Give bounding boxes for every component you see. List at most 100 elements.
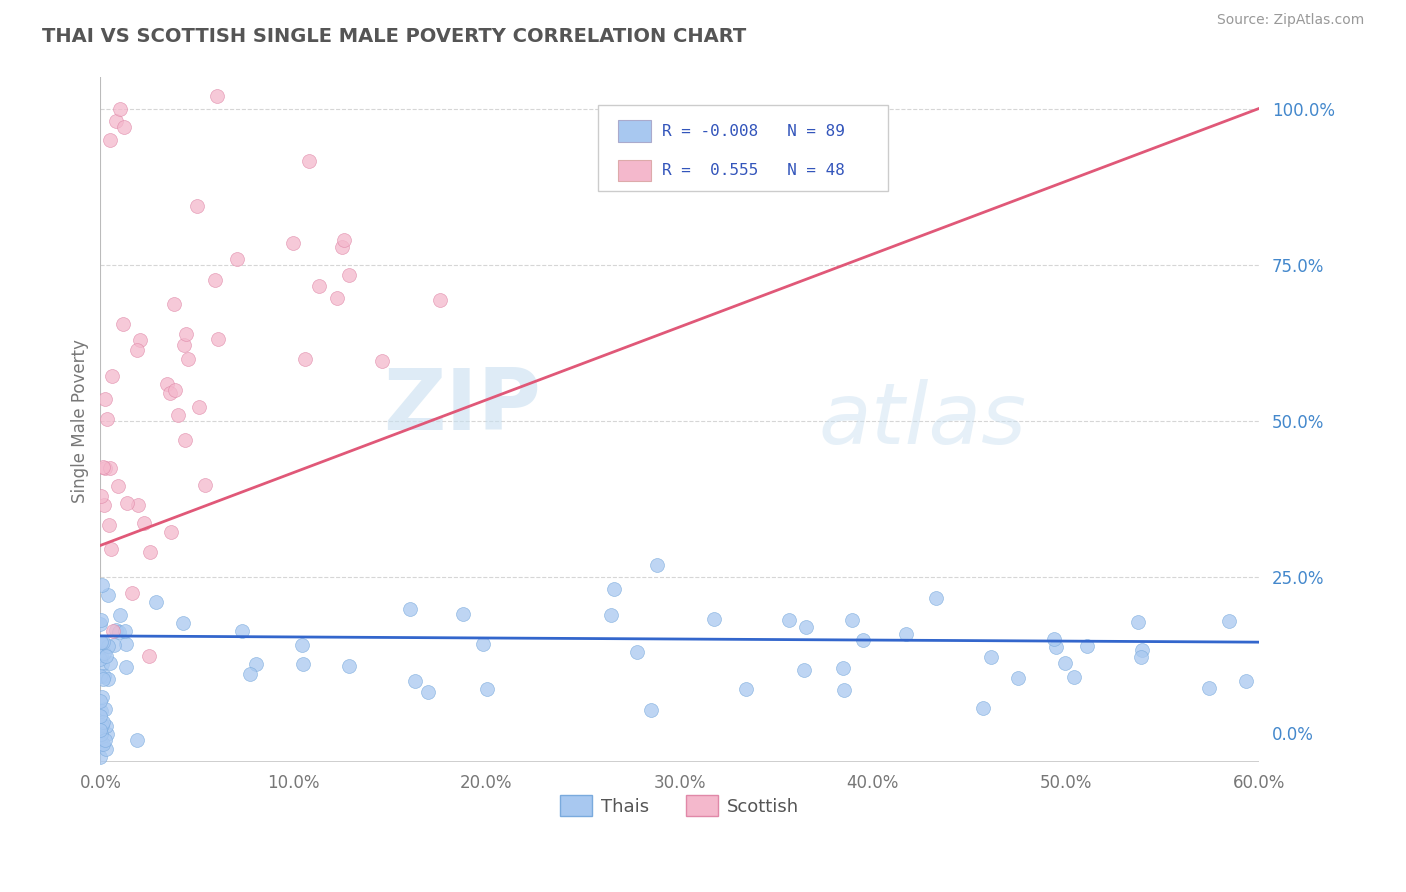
Point xyxy=(225,252,247,267)
Point xyxy=(239,667,262,681)
Point xyxy=(330,239,353,253)
Point xyxy=(93,460,115,475)
Point xyxy=(159,386,181,401)
Point xyxy=(1198,681,1220,695)
Point xyxy=(89,723,111,738)
Point xyxy=(735,682,758,697)
Point xyxy=(894,626,917,640)
Point xyxy=(972,701,994,715)
Point xyxy=(93,498,115,512)
Point xyxy=(308,279,330,293)
Point xyxy=(186,199,208,213)
Point xyxy=(100,369,122,384)
Point xyxy=(188,401,211,415)
Text: R =  0.555   N = 48: R = 0.555 N = 48 xyxy=(662,163,845,178)
Point xyxy=(1007,671,1029,685)
Point xyxy=(703,612,725,626)
Point xyxy=(98,460,121,475)
Point xyxy=(1126,615,1149,630)
Point xyxy=(91,718,114,732)
Point xyxy=(94,732,117,747)
Point xyxy=(98,133,121,147)
Point xyxy=(94,702,117,716)
Point xyxy=(626,645,648,659)
Point xyxy=(204,273,226,287)
Point xyxy=(89,651,111,665)
Point xyxy=(1130,649,1153,664)
Point xyxy=(112,120,135,135)
Point xyxy=(93,460,115,475)
Point xyxy=(1063,670,1085,684)
Point xyxy=(90,636,112,650)
Point xyxy=(98,656,121,670)
Point xyxy=(339,659,361,673)
Bar xyxy=(619,120,651,142)
Point xyxy=(163,383,186,397)
Point xyxy=(173,338,195,352)
Point xyxy=(156,377,179,392)
Point xyxy=(97,672,120,686)
Point xyxy=(337,268,360,282)
Point xyxy=(851,633,873,648)
Y-axis label: Single Male Poverty: Single Male Poverty xyxy=(72,339,89,502)
Point xyxy=(640,703,662,717)
Point xyxy=(167,408,190,422)
Point xyxy=(291,638,314,652)
Point xyxy=(294,351,316,366)
Point xyxy=(91,635,114,649)
Point xyxy=(399,601,422,615)
Legend: Thais, Scottish: Thais, Scottish xyxy=(553,789,807,823)
Point xyxy=(207,89,229,103)
Point xyxy=(108,102,131,116)
Point xyxy=(127,343,149,357)
Point xyxy=(94,649,117,664)
Point xyxy=(89,641,111,656)
Point xyxy=(176,351,198,366)
Point xyxy=(298,153,321,168)
Point xyxy=(90,737,112,751)
Point xyxy=(100,541,122,556)
Point xyxy=(472,637,495,651)
Point xyxy=(333,233,356,247)
Point xyxy=(90,648,112,662)
Point xyxy=(1218,615,1240,629)
Point xyxy=(1130,643,1153,657)
Point xyxy=(91,672,114,686)
Point xyxy=(475,681,498,696)
Point xyxy=(108,624,131,639)
Point xyxy=(1234,674,1257,689)
Point xyxy=(451,607,474,621)
Point xyxy=(91,657,114,671)
Point xyxy=(90,704,112,718)
Point xyxy=(794,620,817,634)
Point xyxy=(90,489,112,503)
Point xyxy=(94,392,117,406)
Point xyxy=(841,613,863,627)
Point xyxy=(127,498,149,512)
Point xyxy=(172,615,194,630)
Point xyxy=(93,669,115,683)
Point xyxy=(103,638,125,652)
Point xyxy=(91,578,114,592)
Point xyxy=(1042,632,1064,647)
Point xyxy=(115,660,138,674)
Point xyxy=(115,496,138,510)
Point xyxy=(138,649,160,664)
Point xyxy=(1076,639,1098,653)
Point xyxy=(163,297,186,311)
Point xyxy=(96,719,118,733)
Point xyxy=(89,694,111,708)
Point xyxy=(174,327,197,342)
Point xyxy=(159,525,181,540)
Point xyxy=(778,613,800,627)
Point xyxy=(793,663,815,677)
Point xyxy=(925,591,948,605)
Point xyxy=(832,660,855,674)
Text: R = -0.008   N = 89: R = -0.008 N = 89 xyxy=(662,124,845,139)
Point xyxy=(145,595,167,609)
Point xyxy=(370,354,392,368)
Point xyxy=(97,588,120,602)
Point xyxy=(132,516,155,530)
Bar xyxy=(619,160,651,181)
Point xyxy=(89,617,111,632)
